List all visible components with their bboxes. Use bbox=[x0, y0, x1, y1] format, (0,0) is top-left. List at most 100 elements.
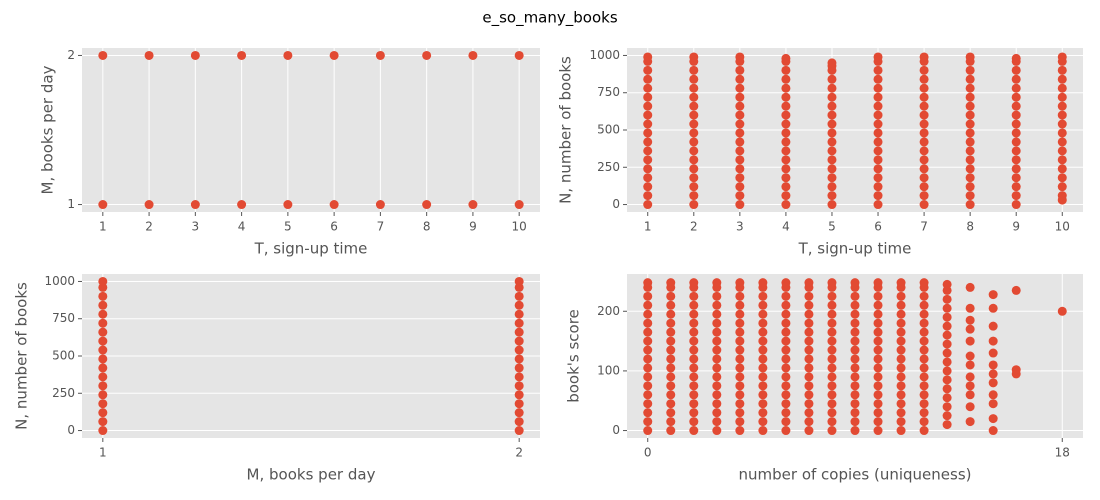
point bbox=[781, 354, 791, 364]
point bbox=[850, 399, 860, 409]
point bbox=[896, 309, 906, 319]
point bbox=[643, 128, 653, 138]
point bbox=[514, 354, 524, 364]
point bbox=[666, 300, 676, 310]
point bbox=[781, 200, 791, 210]
point bbox=[781, 372, 791, 382]
point bbox=[735, 291, 745, 301]
point bbox=[689, 372, 699, 382]
x-tick-label: 0 bbox=[644, 446, 652, 460]
point bbox=[735, 363, 745, 373]
point bbox=[758, 278, 768, 288]
point bbox=[827, 155, 837, 165]
point bbox=[873, 426, 883, 436]
point bbox=[514, 318, 524, 328]
point bbox=[689, 291, 699, 301]
x-tick-label: 7 bbox=[377, 220, 385, 234]
point bbox=[827, 146, 837, 156]
point bbox=[873, 336, 883, 346]
point bbox=[919, 65, 929, 75]
point bbox=[781, 345, 791, 355]
point bbox=[781, 101, 791, 111]
point bbox=[643, 200, 653, 210]
point bbox=[514, 276, 524, 286]
point bbox=[689, 101, 699, 111]
point bbox=[98, 291, 108, 301]
point bbox=[712, 291, 722, 301]
point bbox=[827, 363, 837, 373]
point bbox=[1011, 164, 1021, 174]
point bbox=[1011, 137, 1021, 147]
point bbox=[666, 417, 676, 427]
point bbox=[942, 312, 952, 322]
point bbox=[988, 303, 998, 313]
point bbox=[781, 119, 791, 129]
point bbox=[873, 381, 883, 391]
point bbox=[896, 363, 906, 373]
point bbox=[1011, 119, 1021, 129]
point bbox=[98, 417, 108, 427]
point bbox=[896, 390, 906, 400]
point bbox=[781, 164, 791, 174]
point bbox=[735, 128, 745, 138]
point bbox=[781, 146, 791, 156]
point bbox=[942, 402, 952, 412]
point bbox=[98, 408, 108, 418]
point bbox=[919, 354, 929, 364]
point bbox=[919, 336, 929, 346]
point bbox=[1057, 110, 1067, 120]
point bbox=[1057, 306, 1067, 316]
x-tick-label: 2 bbox=[690, 220, 698, 234]
point bbox=[735, 110, 745, 120]
point bbox=[965, 360, 975, 370]
point bbox=[689, 52, 699, 62]
point bbox=[643, 336, 653, 346]
point bbox=[1057, 65, 1067, 75]
point bbox=[735, 399, 745, 409]
subplot: 1 2 3 4 5 6 7 8 9 10 0 250 500 750 1000 T, sign-up time… bbox=[557, 48, 1083, 258]
point bbox=[712, 408, 722, 418]
y-tick-label: 1000 bbox=[589, 48, 620, 62]
point bbox=[468, 50, 478, 60]
point bbox=[873, 408, 883, 418]
point bbox=[965, 282, 975, 292]
point bbox=[873, 200, 883, 210]
point bbox=[712, 372, 722, 382]
point bbox=[1011, 101, 1021, 111]
point bbox=[643, 354, 653, 364]
x-tick-label: 1 bbox=[99, 220, 107, 234]
point bbox=[689, 92, 699, 102]
y-tick-label: 750 bbox=[52, 311, 75, 325]
point bbox=[896, 300, 906, 310]
point bbox=[965, 390, 975, 400]
point bbox=[735, 137, 745, 147]
point bbox=[689, 200, 699, 210]
point bbox=[643, 345, 653, 355]
subplot: 0 18 0 100 200 number of copies (uniqueness) b… bbox=[565, 274, 1083, 484]
point bbox=[643, 399, 653, 409]
point bbox=[1011, 200, 1021, 210]
point bbox=[712, 336, 722, 346]
point bbox=[896, 278, 906, 288]
point bbox=[643, 278, 653, 288]
point bbox=[919, 101, 929, 111]
y-tick-label: 0 bbox=[67, 423, 75, 437]
point bbox=[919, 119, 929, 129]
point bbox=[942, 384, 952, 394]
point bbox=[827, 92, 837, 102]
x-tick-label: 8 bbox=[423, 220, 431, 234]
point bbox=[514, 327, 524, 337]
point bbox=[873, 110, 883, 120]
point bbox=[1057, 182, 1067, 192]
point bbox=[827, 300, 837, 310]
point bbox=[98, 318, 108, 328]
point bbox=[1011, 53, 1021, 63]
point bbox=[98, 300, 108, 310]
point bbox=[514, 408, 524, 418]
point bbox=[873, 327, 883, 337]
point bbox=[804, 417, 814, 427]
point bbox=[919, 372, 929, 382]
point bbox=[666, 327, 676, 337]
point bbox=[689, 336, 699, 346]
point bbox=[643, 291, 653, 301]
